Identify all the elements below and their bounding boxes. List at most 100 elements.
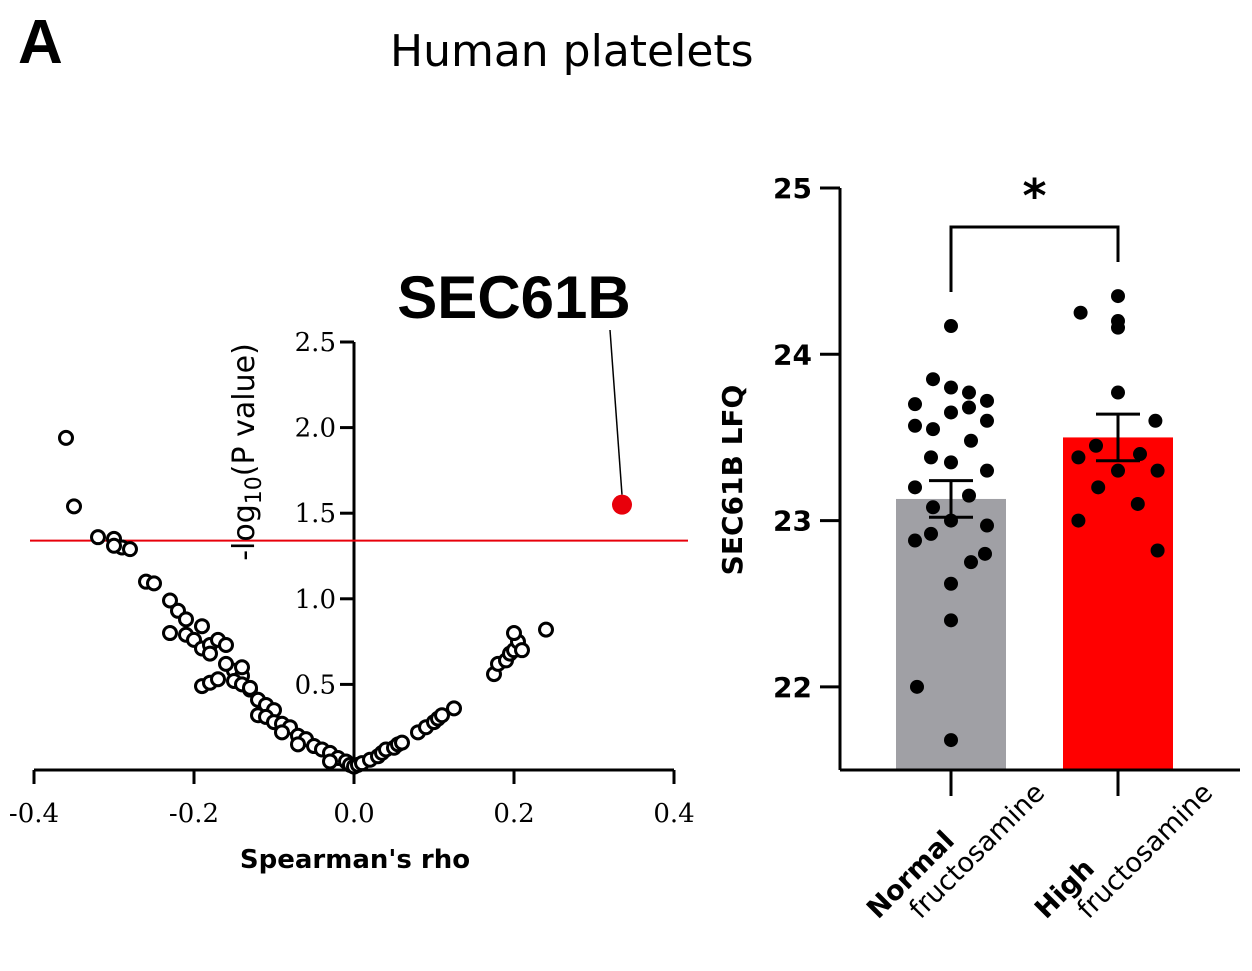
bar-dot bbox=[962, 488, 976, 503]
bar-dot bbox=[964, 433, 978, 448]
bar-dot bbox=[944, 613, 958, 628]
y-tick-label: 2.0 bbox=[295, 414, 336, 444]
significance-star: * bbox=[1022, 169, 1046, 223]
scatter-point bbox=[506, 625, 522, 642]
bar-dot bbox=[1130, 496, 1145, 511]
bar-dot bbox=[980, 393, 994, 408]
scatter-point bbox=[218, 637, 234, 654]
bar-dot bbox=[962, 400, 976, 415]
x-tick-label: 0.2 bbox=[493, 799, 534, 829]
bar-dot bbox=[924, 450, 938, 465]
scatter-y-axis-label: -log10(P value) bbox=[227, 343, 267, 561]
scatter-point bbox=[106, 537, 122, 554]
bars bbox=[896, 437, 1173, 770]
bar-dot bbox=[944, 405, 958, 420]
panel-label: A bbox=[18, 8, 63, 77]
bar-dot bbox=[908, 397, 922, 412]
scatter-point bbox=[146, 575, 162, 592]
bar-dot bbox=[908, 418, 922, 433]
bar-dot bbox=[1073, 305, 1088, 320]
scatter-point bbox=[178, 611, 194, 628]
bar-dot bbox=[944, 380, 958, 395]
bar-dot bbox=[1148, 413, 1163, 428]
scatter-point bbox=[66, 498, 82, 515]
bar-dot bbox=[944, 733, 958, 748]
category-label: Normalfructosamine bbox=[861, 756, 1051, 946]
bar-dot bbox=[1071, 513, 1086, 528]
scatter-point bbox=[274, 724, 290, 741]
bar-dot bbox=[962, 385, 976, 400]
scatter-point bbox=[122, 541, 138, 558]
ylabel-subscript: 10 bbox=[242, 476, 267, 504]
sec61b-label: SEC61B bbox=[397, 264, 630, 331]
volcano-scatter-chart: -0.4 -0.2 0.0 0.2 0.4 0.5 1.0 1.5 2.0 2.5 SEC61B… bbox=[9, 264, 695, 875]
scatter-point bbox=[446, 700, 462, 717]
bar-dot bbox=[980, 413, 994, 428]
bar-dot bbox=[978, 546, 992, 561]
bar-dot bbox=[908, 533, 922, 548]
bar-y-tick-label: 23 bbox=[773, 505, 812, 538]
bar-dot bbox=[1089, 438, 1103, 453]
bar-dot bbox=[926, 372, 940, 387]
y-tick-label: 1.5 bbox=[295, 499, 336, 529]
y-tick-label: 2.5 bbox=[295, 328, 336, 358]
x-tick-label: -0.2 bbox=[169, 799, 219, 829]
bar-x-ticks bbox=[949, 770, 1120, 796]
bar-dot bbox=[944, 455, 958, 470]
bar-dot bbox=[926, 422, 940, 437]
bar-dot bbox=[944, 319, 958, 334]
x-tick-label: -0.4 bbox=[9, 799, 59, 829]
bar-dot bbox=[1091, 480, 1106, 495]
bar-dot bbox=[926, 500, 940, 515]
bar-dot bbox=[1150, 463, 1165, 478]
scatter-point bbox=[218, 655, 234, 672]
scatter-point bbox=[394, 734, 410, 751]
bar-dot bbox=[924, 526, 938, 541]
bar-dot bbox=[980, 518, 994, 533]
scatter-point bbox=[514, 642, 530, 659]
sec61b-bar-chart: 22 23 24 25 * SEC61B LFQ Normalfructosamine… bbox=[716, 169, 1240, 946]
bar-dot bbox=[944, 513, 958, 528]
bar-y-ticks: 22 23 24 25 bbox=[773, 172, 840, 704]
scatter-point bbox=[242, 679, 258, 696]
scatter-point bbox=[162, 592, 178, 609]
ylabel-suffix: (P value) bbox=[227, 343, 262, 476]
bar-dot bbox=[1111, 385, 1125, 400]
scatter-point bbox=[210, 671, 226, 688]
y-tick-label: 1.0 bbox=[295, 585, 336, 615]
scatter-y-ticks: 0.5 1.0 1.5 2.0 2.5 bbox=[295, 328, 354, 700]
scatter-point bbox=[194, 618, 210, 635]
x-tick-label: 0.4 bbox=[653, 799, 694, 829]
bar-dot bbox=[1111, 320, 1125, 335]
bar-dot bbox=[1133, 447, 1147, 462]
scatter-point bbox=[162, 625, 178, 642]
figure-title: Human platelets bbox=[390, 26, 754, 77]
bar-y-axis-label: SEC61B LFQ bbox=[716, 385, 749, 576]
scatter-points bbox=[58, 429, 554, 775]
scatter-point bbox=[434, 707, 450, 724]
scatter-x-axis-label: Spearman's rho bbox=[240, 845, 470, 875]
ylabel-prefix: -log bbox=[227, 504, 262, 561]
bar-dot bbox=[1150, 543, 1165, 558]
bar-y-tick-label: 24 bbox=[773, 338, 812, 371]
bar-dot bbox=[910, 679, 924, 694]
y-tick-label: 0.5 bbox=[295, 670, 336, 700]
bar-dot bbox=[1111, 463, 1125, 478]
x-tick-label: 0.0 bbox=[333, 799, 374, 829]
bar-dot bbox=[908, 480, 922, 495]
bar-dot bbox=[980, 463, 994, 478]
bar-dot bbox=[1111, 289, 1125, 304]
significance-bracket bbox=[949, 225, 1120, 292]
bar-dot bbox=[1071, 450, 1086, 465]
category-label-rest: fructosamine bbox=[1071, 777, 1219, 925]
scatter-point bbox=[290, 736, 306, 753]
scatter-point bbox=[202, 645, 218, 662]
bar-dot bbox=[944, 576, 958, 591]
sec61b-callout-line bbox=[609, 329, 623, 495]
category-label: Highfructosamine bbox=[1029, 756, 1219, 946]
scatter-point bbox=[322, 753, 338, 770]
error-bars bbox=[929, 412, 1140, 519]
bar-y-tick-label: 22 bbox=[773, 671, 812, 704]
